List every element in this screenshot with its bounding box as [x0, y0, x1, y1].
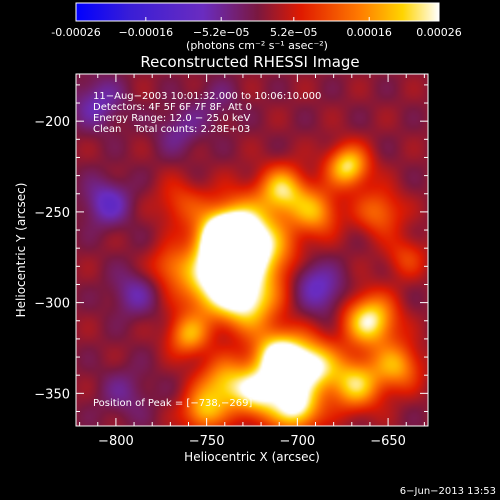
heatmap-image	[76, 74, 428, 426]
footer-date: 6−Jun−2013 13:53	[400, 486, 496, 497]
annotation-total-counts: Clean Total counts: 2.28E+03	[93, 124, 250, 135]
colorbar-ticks: -0.00026 −0.00016 −5.2e−05 5.2e−05 0.00016 0.…	[51, 17, 462, 39]
colorbar-tick-label: 5.2e−05	[270, 26, 317, 39]
peak-position-label: Position of Peak = [−738,−269]	[93, 398, 252, 409]
x-tick-label: −750	[189, 434, 225, 449]
colorbar-gradient	[76, 3, 439, 21]
chart-title: Reconstructed RHESSI Image	[140, 53, 359, 71]
x-tick-label: −700	[280, 434, 316, 449]
colorbar-frame	[75, 2, 440, 22]
y-axis-label: Heliocentric Y (arcsec)	[14, 183, 28, 318]
y-tick-label: −200	[34, 115, 70, 130]
colorbar-unit-label: (photons cm⁻² s⁻¹ asec⁻²)	[186, 39, 328, 52]
colorbar: -0.00026 −0.00016 −5.2e−05 5.2e−05 0.00016 0.…	[51, 2, 462, 52]
annotation-block: 11−Aug−2003 10:01:32.000 to 10:06:10.000…	[93, 91, 321, 409]
x-axis-label: Heliocentric X (arcsec)	[184, 450, 320, 464]
x-tick-label: −650	[370, 434, 406, 449]
y-tick-label: −350	[34, 387, 70, 402]
annotation-time-range: 11−Aug−2003 10:01:32.000 to 10:06:10.000	[93, 91, 321, 102]
colorbar-tick-label: −0.00016	[118, 26, 173, 39]
colorbar-tick-label: −5.2e−05	[193, 26, 250, 39]
plot-area: −800 −750 −700 −650 −200 −250 −300 −350	[34, 73, 429, 449]
x-tick-label: −800	[98, 434, 134, 449]
axis-ticks: −800 −750 −700 −650 −200 −250 −300 −350	[34, 74, 428, 449]
y-tick-label: −300	[34, 297, 70, 312]
y-tick-label: −250	[34, 206, 70, 221]
annotation-energy-range: Energy Range: 12.0 − 25.0 keV	[93, 113, 250, 124]
colorbar-tick-label: -0.00026	[51, 26, 100, 39]
plot-frame	[75, 73, 429, 427]
colorbar-tick-label: 0.00016	[346, 26, 392, 39]
annotation-detectors: Detectors: 4F 5F 6F 7F 8F, Att 0	[93, 102, 252, 113]
colorbar-tick-label: 0.00026	[416, 26, 462, 39]
